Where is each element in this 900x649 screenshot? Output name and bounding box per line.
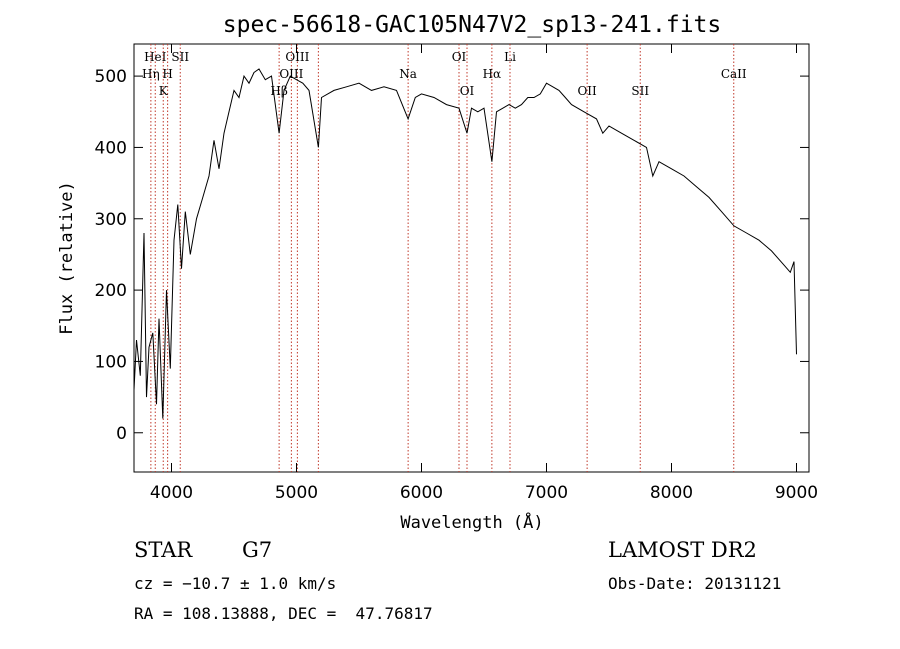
y-tick-label: 0 [116,424,127,444]
coordinates: RA = 108.13888, DEC = 47.76817 [134,604,433,623]
x-tick-label: 4000 [150,483,193,503]
line-marker-label: Hα [483,67,502,81]
line-marker-label: Hη [142,67,160,81]
spectrum-series [133,68,797,419]
x-tick-label: 9000 [775,483,818,503]
line-marker-label: CaII [721,67,747,81]
line-marker-label: OI [452,50,467,64]
y-tick-label: 100 [95,352,127,372]
line-marker-label: SII [171,50,189,64]
x-tick-label: 6000 [400,483,443,503]
line-marker-label: Na [399,67,417,81]
x-axis-label: Wavelength (Å) [400,511,543,533]
survey-name: LAMOST DR2 [608,538,757,562]
plot-frame [133,43,810,473]
y-tick-label: 300 [95,210,127,230]
line-marker-label: HeI [144,50,167,64]
line-marker-label: OIII [279,67,303,81]
object-class: STAR [134,538,193,562]
y-axis-label: Flux (relative) [57,181,77,335]
line-marker-label: SII [631,84,649,98]
y-tick-label: 400 [95,138,127,158]
y-tick-label: 500 [95,67,127,87]
object-subclass: G7 [242,538,273,562]
line-marker-label: H [162,67,172,81]
chart-title: spec-56618-GAC105N47V2_sp13-241.fits [223,12,722,38]
observation-date: Obs-Date: 20131121 [608,574,782,593]
line-marker-label: Li [504,50,516,64]
x-tick-label: 7000 [525,483,568,503]
x-tick-label: 8000 [650,483,693,503]
x-tick-label: 5000 [275,483,318,503]
axis-ticks: 4000 5000 6000 7000 8000 9000 0 100 200 300 400 500 [95,44,818,503]
redshift-value: cz = −10.7 ± 1.0 km/s [134,574,337,593]
line-marker-label: OI [460,84,475,98]
line-marker-label: OII [577,84,597,98]
line-marker-label: K [159,84,169,98]
y-tick-label: 200 [95,281,127,301]
line-marker-label: OIII [285,50,309,64]
